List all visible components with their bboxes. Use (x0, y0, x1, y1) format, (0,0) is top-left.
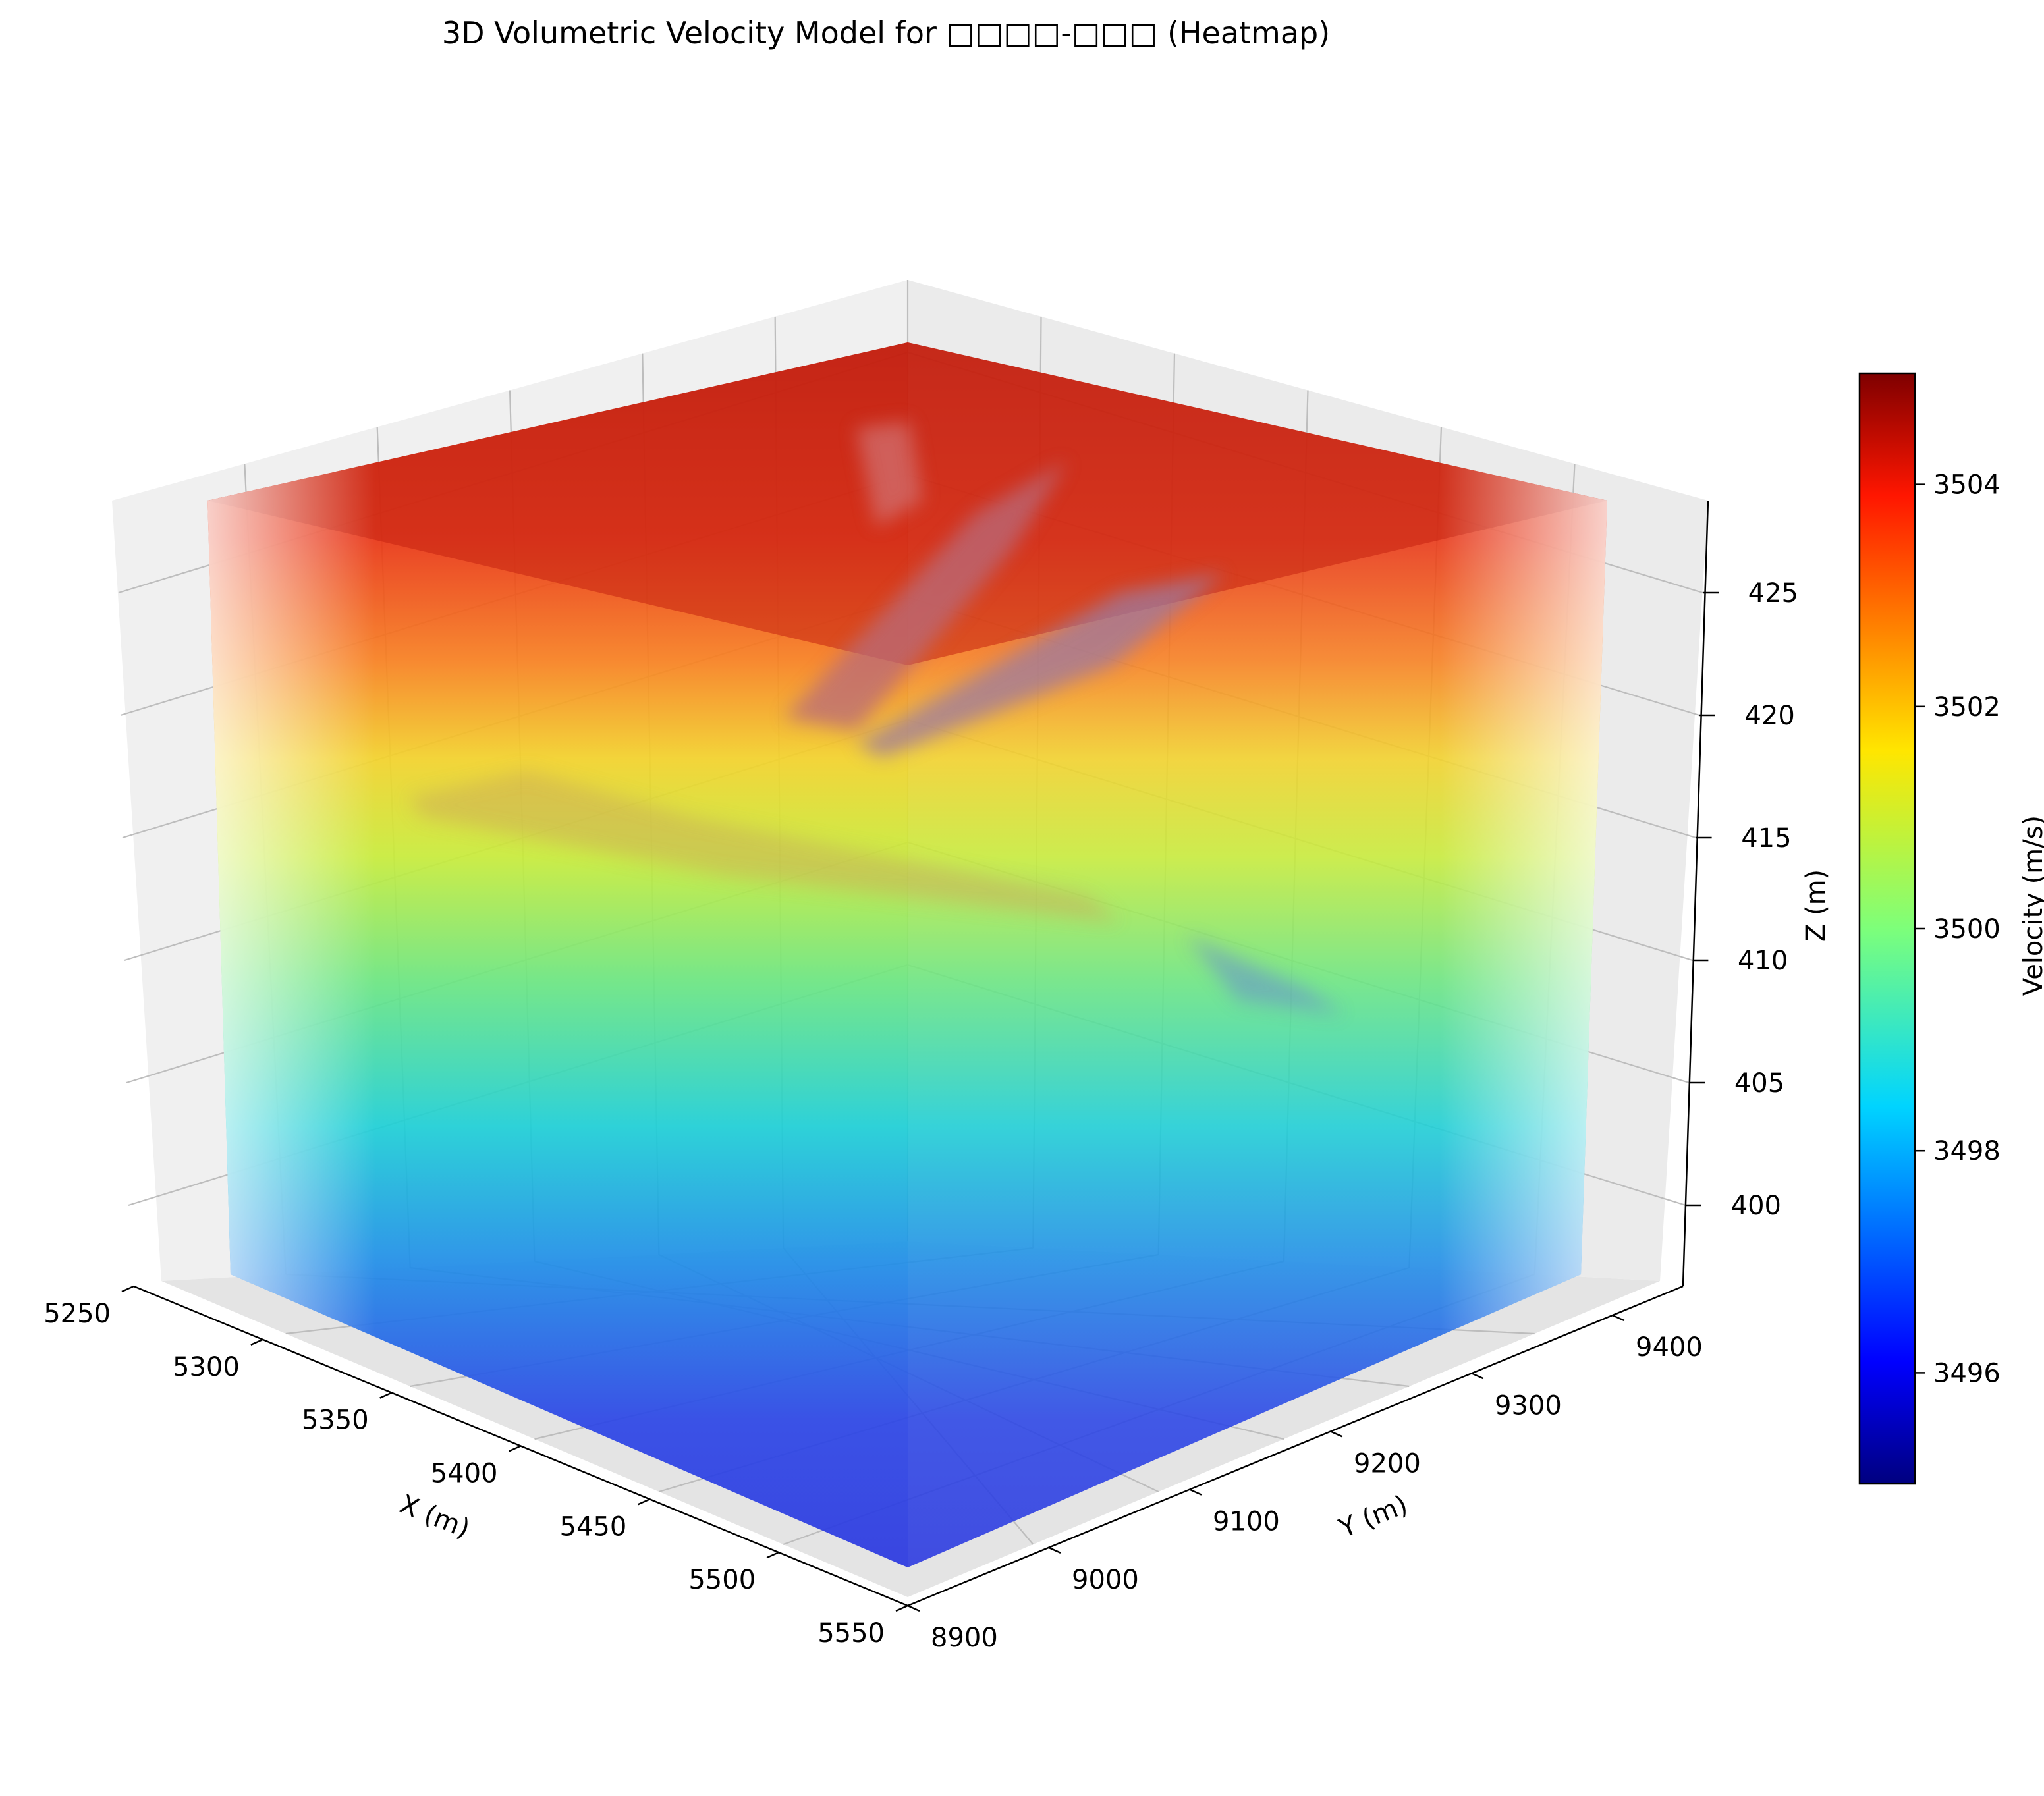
y-tick-label: 9300 (1495, 1390, 1562, 1421)
z-tick-label: 415 (1741, 823, 1791, 854)
z-axis-label: Z (m) (1801, 869, 1831, 942)
y-tick-label: 8900 (931, 1623, 998, 1653)
x-tick-label: 5250 (43, 1299, 111, 1329)
y-axis-line (907, 1285, 1684, 1607)
x-tick-mark (250, 1338, 263, 1346)
z-tick-label: 405 (1734, 1068, 1784, 1099)
x-axis-label: X (m) (395, 1489, 474, 1544)
colorbar-ticks: 3496 3498 3500 3502 3504 (1915, 470, 2001, 1388)
z-tick-label: 420 (1744, 701, 1794, 731)
x-tick-label: 5350 (302, 1405, 369, 1436)
y-tick-label: 9000 (1072, 1565, 1139, 1595)
z-tick-label: 410 (1738, 946, 1788, 976)
z-axis-line (1682, 500, 1709, 1287)
y-axis-label: Y (m) (1335, 1490, 1412, 1544)
z-ticks: 400 405 410 415 420 425 (1686, 578, 1798, 1221)
y-tick-label: 9400 (1636, 1332, 1703, 1363)
x-tick-label: 5450 (560, 1511, 627, 1542)
y-tick-mark (1330, 1430, 1343, 1438)
x-tick-mark (508, 1445, 522, 1452)
colorbar-tick-label: 3502 (1933, 692, 2001, 722)
y-tick-mark (1471, 1373, 1484, 1380)
z-tick-label: 425 (1748, 578, 1798, 609)
colorbar-label: Velocity (m/s) (2018, 815, 2044, 996)
y-tick-mark (1048, 1546, 1061, 1554)
y-tick-label: 9100 (1213, 1507, 1280, 1537)
colorbar-fill (1858, 372, 1916, 1485)
colorbar-tick-label: 3504 (1933, 470, 2001, 501)
x-tick-label: 5500 (688, 1565, 756, 1595)
y-tick-mark (1189, 1488, 1202, 1496)
y-tick-label: 9200 (1354, 1448, 1421, 1479)
colorbar-tick-label: 3498 (1933, 1136, 2001, 1166)
colorbar-tick-label: 3496 (1933, 1358, 2001, 1388)
y-tick-mark (907, 1604, 920, 1612)
chart-title: 3D Volumetric Velocity Model for □□□□-□□… (442, 15, 1330, 51)
y-ticks: 8900 9000 9100 9200 9300 9400 (907, 1314, 1703, 1653)
x-tick-mark (895, 1604, 908, 1612)
colorbar: 3496 3498 3500 3502 3504 Velocity (m/s) (1858, 372, 2044, 1485)
x-ticks: 5250 5300 5350 5400 5450 5500 5550 (43, 1285, 908, 1648)
x-tick-mark (766, 1552, 779, 1559)
colorbar-tick-label: 3500 (1933, 914, 2001, 944)
velocity-anomaly-streaks (408, 422, 1344, 1014)
volume-edge-fade (207, 342, 1607, 1567)
x-tick-mark (379, 1392, 393, 1399)
z-tick-label: 400 (1731, 1191, 1781, 1221)
x-tick-label: 5400 (431, 1459, 498, 1489)
y-tick-mark (1612, 1314, 1625, 1322)
x-tick-mark (121, 1285, 134, 1293)
velocity-volume (207, 342, 1607, 1567)
x-tick-label: 5550 (817, 1618, 885, 1648)
x-tick-label: 5300 (173, 1352, 240, 1382)
x-tick-mark (637, 1498, 650, 1506)
